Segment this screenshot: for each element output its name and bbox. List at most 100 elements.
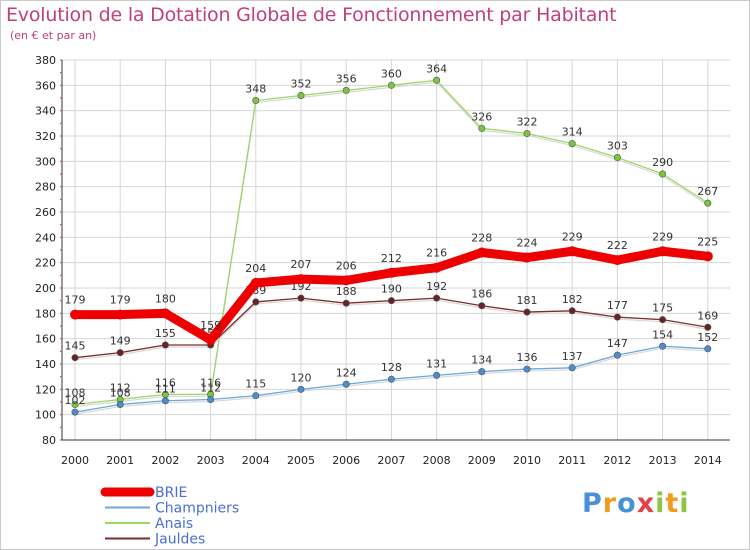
data-label-champniers: 147 xyxy=(607,337,628,350)
x-tick-label: 2009 xyxy=(468,454,496,467)
x-tick-label: 2006 xyxy=(332,454,360,467)
x-tick-label: 2014 xyxy=(694,454,722,467)
y-tick-label: 200 xyxy=(35,282,56,295)
y-tick-label: 220 xyxy=(35,257,56,270)
data-label-brie: 222 xyxy=(607,239,628,252)
data-point-anais xyxy=(613,154,621,162)
data-point-anais xyxy=(478,124,486,132)
data-point-brie xyxy=(205,334,216,345)
data-label-jauldes: 192 xyxy=(426,280,447,293)
data-point-anais xyxy=(387,81,395,89)
data-label-brie: 229 xyxy=(562,230,583,243)
data-point-jauldes xyxy=(433,294,441,302)
data-point-brie xyxy=(431,262,442,273)
x-tick-label: 2005 xyxy=(287,454,315,467)
data-label-champniers: 131 xyxy=(426,357,447,370)
data-point-anais xyxy=(523,129,531,137)
legend-label-jauldes: Jauldes xyxy=(154,532,205,548)
data-point-brie xyxy=(612,255,623,266)
data-point-jauldes xyxy=(704,323,712,331)
x-tick-label: 2013 xyxy=(649,454,677,467)
data-point-jauldes xyxy=(161,341,169,349)
proxiti-logo: Proxiti xyxy=(582,488,690,519)
plot-area xyxy=(62,60,730,440)
data-point-brie xyxy=(115,309,126,320)
data-point-anais xyxy=(568,140,576,148)
data-point-champniers xyxy=(523,365,531,373)
data-point-brie xyxy=(341,275,352,286)
data-point-anais xyxy=(71,401,79,409)
data-point-brie xyxy=(160,308,171,319)
data-label-brie: 207 xyxy=(291,258,312,271)
data-point-jauldes xyxy=(659,316,667,324)
logo-letter: i xyxy=(655,488,666,519)
data-label-brie: 225 xyxy=(697,235,718,248)
data-label-brie: 212 xyxy=(381,252,402,265)
data-label-anais: 116 xyxy=(155,376,176,389)
data-label-anais: 108 xyxy=(65,387,86,400)
data-point-champniers xyxy=(342,380,350,388)
data-label-anais: 303 xyxy=(607,140,628,153)
data-label-brie: 159 xyxy=(200,319,221,332)
y-tick-label: 260 xyxy=(35,206,56,219)
data-point-champniers xyxy=(704,345,712,353)
data-label-brie: 229 xyxy=(652,230,673,243)
data-point-brie xyxy=(386,267,397,278)
data-point-jauldes xyxy=(116,349,124,357)
data-label-jauldes: 155 xyxy=(155,327,176,340)
data-point-champniers xyxy=(161,397,169,405)
y-tick-label: 340 xyxy=(35,105,56,118)
data-label-champniers: 152 xyxy=(697,331,718,344)
data-point-jauldes xyxy=(252,298,260,306)
data-label-brie: 206 xyxy=(336,259,357,272)
data-point-champniers xyxy=(387,375,395,383)
data-point-anais xyxy=(252,97,260,105)
y-tick-label: 180 xyxy=(35,307,56,320)
x-tick-label: 2007 xyxy=(377,454,405,467)
data-point-anais xyxy=(342,86,350,94)
y-tick-label: 300 xyxy=(35,155,56,168)
data-point-jauldes xyxy=(387,297,395,305)
data-label-champniers: 111 xyxy=(155,383,176,396)
legend-label-champniers: Champniers xyxy=(155,501,239,517)
x-tick-label: 2000 xyxy=(61,454,89,467)
data-label-brie: 179 xyxy=(110,294,131,307)
data-label-jauldes: 188 xyxy=(336,285,357,298)
data-point-brie xyxy=(657,246,668,257)
x-tick-label: 2002 xyxy=(151,454,179,467)
data-label-champniers: 137 xyxy=(562,350,583,363)
data-point-champniers xyxy=(478,368,486,376)
data-label-champniers: 128 xyxy=(381,361,402,374)
y-tick-label: 100 xyxy=(35,409,56,422)
y-tick-label: 80 xyxy=(42,434,56,447)
x-tick-label: 2010 xyxy=(513,454,541,467)
data-point-champniers xyxy=(568,364,576,372)
data-point-jauldes xyxy=(568,307,576,315)
data-label-champniers: 136 xyxy=(517,351,538,364)
data-point-jauldes xyxy=(342,299,350,307)
x-tick-label: 2012 xyxy=(603,454,631,467)
data-label-anais: 322 xyxy=(517,115,538,128)
data-label-anais: 116 xyxy=(200,376,221,389)
data-point-champniers xyxy=(71,408,79,416)
legend-label-brie: BRIE xyxy=(155,485,187,501)
data-point-anais xyxy=(297,91,305,99)
data-label-jauldes: 186 xyxy=(471,288,492,301)
data-label-anais: 360 xyxy=(381,67,402,80)
data-point-brie xyxy=(522,252,532,263)
x-tick-label: 2008 xyxy=(423,454,451,467)
y-tick-label: 160 xyxy=(35,333,56,346)
data-label-champniers: 154 xyxy=(652,328,673,341)
data-label-anais: 356 xyxy=(336,72,357,85)
data-label-anais: 364 xyxy=(426,62,447,75)
data-label-anais: 267 xyxy=(697,185,718,198)
logo-letter: o xyxy=(617,488,637,519)
data-point-jauldes xyxy=(297,294,305,302)
data-label-jauldes: 149 xyxy=(110,335,131,348)
data-label-jauldes: 182 xyxy=(562,293,583,306)
data-point-anais xyxy=(433,76,441,84)
data-label-anais: 348 xyxy=(245,83,266,96)
x-tick-label: 2001 xyxy=(106,454,134,467)
data-point-champniers xyxy=(613,351,621,359)
